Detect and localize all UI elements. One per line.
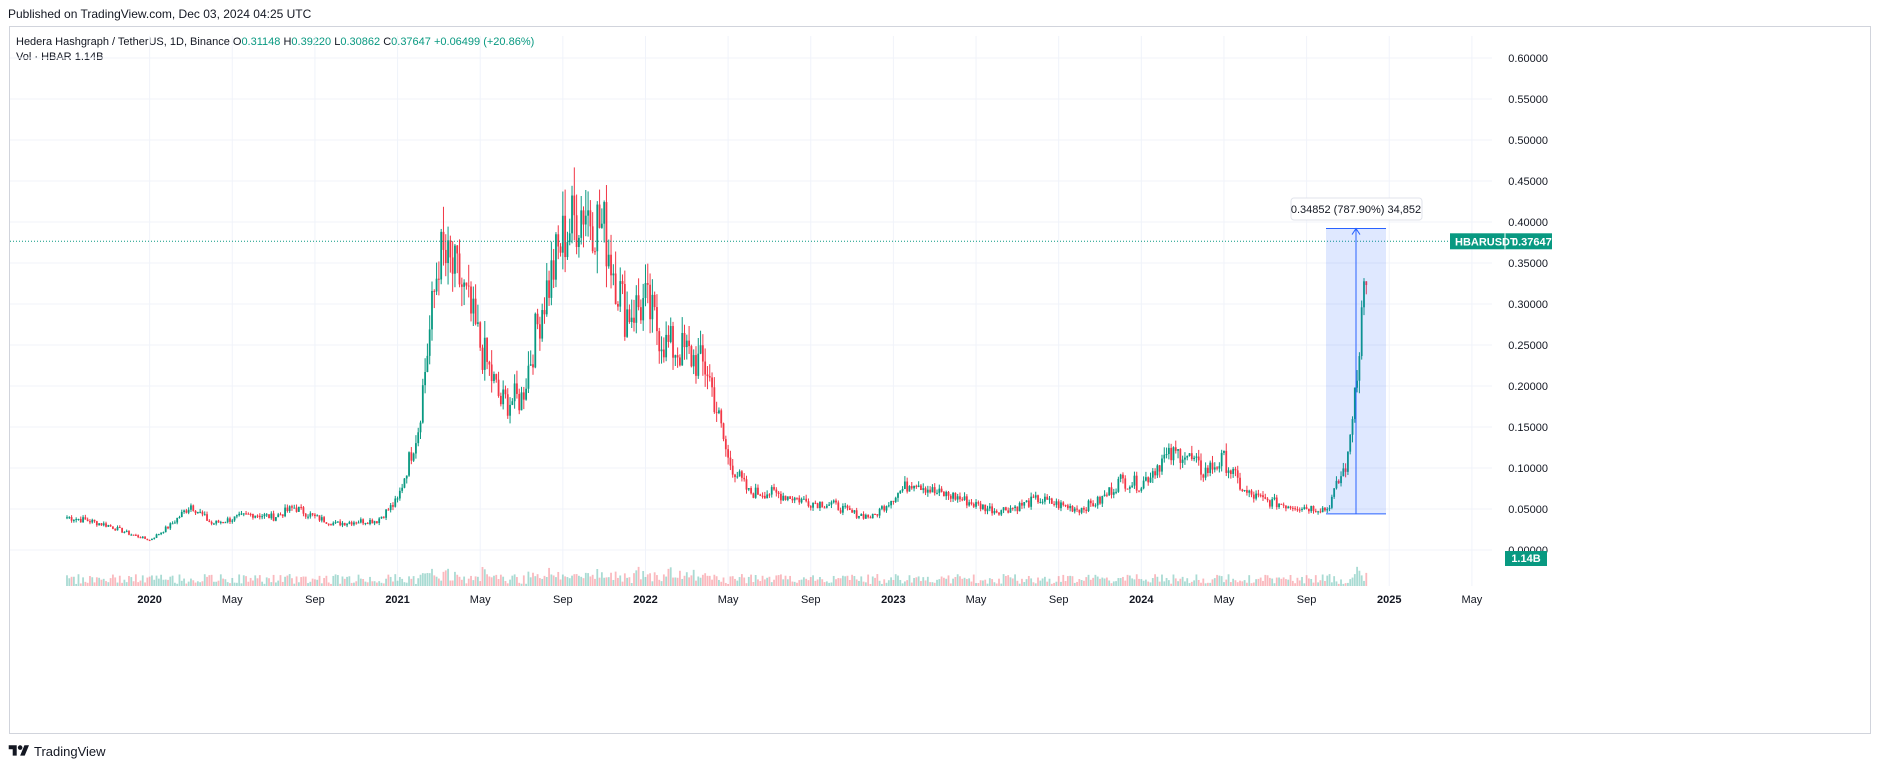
low-label: L	[334, 36, 341, 48]
chart-frame[interactable]	[9, 26, 1871, 734]
volume-value: 1.14B	[74, 51, 104, 63]
change-value: +0.06499 (+20.86%)	[433, 36, 535, 48]
low-value: 0.30862	[340, 36, 381, 48]
footer-brand-label: TradingView	[34, 743, 106, 759]
footer-brand[interactable]: TradingView	[8, 743, 106, 759]
close-value: 0.37647	[391, 36, 431, 48]
symbol-name[interactable]: Hedera Hashgraph / TetherUS, 1D, Binance	[16, 36, 230, 48]
published-note: Published on TradingView.com, Dec 03, 20…	[8, 7, 312, 21]
open-label: O	[232, 36, 242, 48]
volume-label[interactable]: Vol · HBAR	[16, 51, 72, 63]
symbol-legend: Hedera Hashgraph / TetherUS, 1D, Binance…	[16, 34, 534, 50]
high-value: 0.39220	[291, 36, 332, 48]
close-label: C	[383, 36, 392, 48]
tradingview-logo-icon	[8, 745, 29, 756]
open-value: 0.31148	[241, 36, 281, 48]
high-label: H	[283, 36, 292, 48]
volume-legend: Vol · HBAR 1.14B	[16, 51, 103, 63]
